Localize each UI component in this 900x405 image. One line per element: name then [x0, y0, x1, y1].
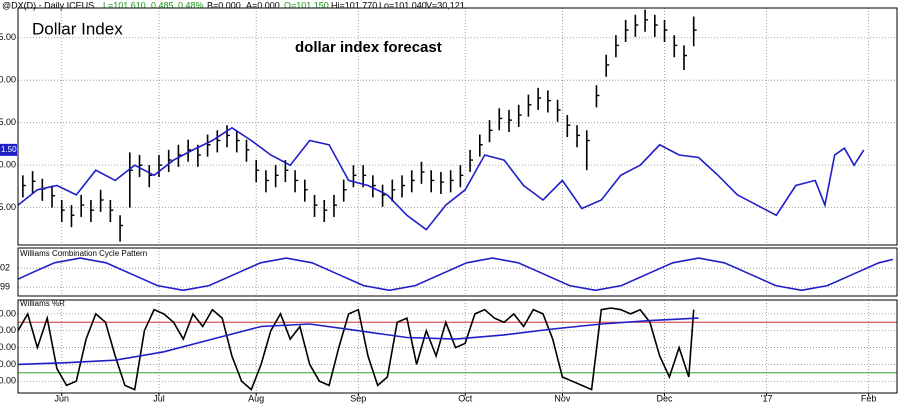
header-bid: B=0.000: [207, 0, 241, 10]
x-tick-label: Sep: [350, 393, 366, 403]
header-open: O=101.150: [284, 0, 329, 10]
header-change: 0.485: [151, 0, 174, 10]
x-tick-label: Jul: [153, 393, 165, 403]
x-tick-label: Feb: [861, 393, 877, 403]
header-change-pct: 0.48%: [178, 0, 204, 10]
panel-title: Williams %R: [20, 299, 65, 308]
y-tick-label: -70.00: [0, 359, 16, 369]
x-tick-label: Jun: [54, 393, 69, 403]
y-tick-label: 85.00: [0, 202, 16, 212]
header-last: L=101.610: [103, 0, 146, 10]
series-line: [17, 257, 894, 292]
series-line: [17, 317, 699, 366]
last-tag: 1.50: [1, 145, 17, 154]
series-line: [17, 126, 865, 231]
y-tick-label: -50.00: [0, 342, 16, 352]
y-tick-label: -30.00: [0, 325, 16, 335]
y-tick-label: 99: [0, 282, 10, 292]
y-tick-label: 105.00: [0, 32, 16, 42]
header-ask: A=0.000: [246, 0, 280, 10]
header-low: Lo=101.040: [379, 0, 427, 10]
chart-title: Dollar Index: [32, 19, 123, 38]
annotation: dollar index forecast: [295, 39, 442, 56]
y-tick-label: 102: [0, 263, 10, 273]
y-tick-label: 90.00: [0, 160, 16, 170]
y-tick-label: 100.00: [0, 75, 16, 85]
panel-frame: [17, 7, 898, 246]
panel-frame: [17, 247, 898, 297]
panel-title: Williams Combination Cycle Pattern: [20, 249, 147, 258]
header-volume: V=30,121: [426, 0, 465, 10]
y-tick-label: -90.00: [0, 376, 16, 386]
header-symbol: @DX(D) - Daily ICEUS: [2, 0, 94, 10]
x-tick-label: Aug: [248, 393, 264, 403]
y-tick-label: 95.00: [0, 117, 16, 127]
x-tick-label: Dec: [657, 393, 674, 403]
panel-frame: [17, 299, 898, 394]
y-tick-label: -10.00: [0, 308, 16, 318]
header-high: Hi=101.770: [331, 0, 377, 10]
x-tick-label: Oct: [458, 393, 473, 403]
series-line: [17, 307, 695, 391]
last-tag-box: [0, 143, 17, 156]
x-tick-label: '17: [761, 393, 773, 403]
x-tick-label: Nov: [554, 393, 571, 403]
